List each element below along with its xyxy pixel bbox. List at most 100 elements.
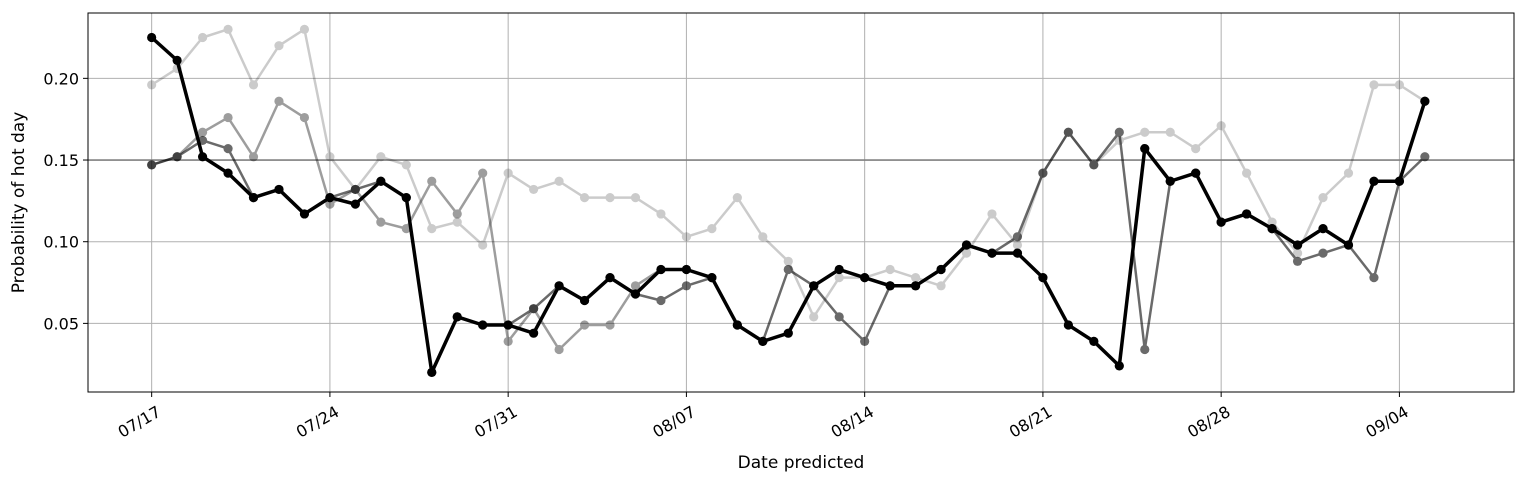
data-point	[1420, 152, 1430, 162]
data-point	[630, 281, 641, 291]
data-point	[1267, 217, 1277, 227]
data-point	[656, 209, 666, 219]
data-point	[1012, 248, 1023, 258]
data-point	[1318, 248, 1328, 258]
data-point	[223, 143, 233, 154]
data-point	[529, 184, 539, 195]
x-tick-label: 08/07	[649, 402, 698, 442]
data-point	[427, 176, 437, 186]
data-point	[1343, 240, 1354, 250]
data-point	[529, 328, 539, 338]
data-point	[197, 152, 208, 162]
data-point	[1292, 240, 1303, 250]
data-point	[834, 264, 844, 275]
data-point	[1343, 168, 1354, 178]
data-point	[1216, 121, 1226, 131]
data-point	[1318, 224, 1328, 234]
x-tick-label: 07/31	[471, 402, 520, 442]
data-point	[427, 224, 437, 234]
y-tick-label: 0.15	[43, 151, 79, 170]
data-point	[299, 24, 310, 34]
grid	[88, 13, 1514, 392]
data-point	[223, 24, 233, 34]
data-point	[783, 264, 793, 275]
data-point	[910, 273, 921, 283]
data-point	[1369, 80, 1379, 90]
data-point	[885, 281, 895, 291]
data-point	[1038, 273, 1048, 283]
data-point	[197, 127, 208, 137]
data-point	[630, 289, 641, 299]
data-point	[1292, 248, 1303, 258]
data-point	[478, 168, 488, 178]
data-point	[681, 264, 692, 275]
data-point	[248, 80, 259, 90]
data-point	[1038, 168, 1048, 178]
x-axis-label: Date predicted	[738, 453, 865, 473]
data-point	[478, 320, 488, 330]
data-point	[503, 320, 513, 330]
series-line	[151, 99, 1427, 368]
data-point	[147, 160, 157, 170]
data-point	[1191, 168, 1201, 178]
data-point	[860, 273, 870, 283]
data-point	[325, 152, 335, 162]
data-point	[401, 224, 411, 234]
plot-frame	[87, 12, 1515, 393]
data-point	[1267, 224, 1277, 234]
x-tick-label: 08/21	[1006, 402, 1055, 442]
data-point	[1089, 160, 1099, 170]
data-point	[452, 312, 462, 322]
data-point	[1114, 127, 1124, 137]
data-point	[299, 112, 310, 123]
data-point	[274, 41, 284, 51]
data-point	[427, 367, 437, 377]
data-point	[1140, 344, 1150, 355]
data-point	[961, 240, 972, 250]
y-axis: 0.05 0.10 0.15 0.20	[43, 69, 88, 333]
data-point	[452, 209, 462, 219]
x-tick-label: 08/28	[1184, 402, 1233, 442]
data-point	[1140, 127, 1150, 137]
data-point	[1140, 143, 1150, 154]
data-point	[376, 152, 386, 162]
data-point	[503, 168, 513, 178]
data-point	[1012, 232, 1023, 242]
x-tick-label: 07/24	[293, 402, 342, 442]
data-point	[961, 248, 972, 258]
data-point	[1063, 320, 1073, 330]
data-point	[732, 192, 742, 203]
data-point	[1089, 336, 1099, 346]
data-point	[376, 217, 386, 227]
data-point	[223, 168, 233, 178]
series-layer	[147, 24, 1430, 377]
data-point	[605, 320, 615, 330]
data-point	[987, 209, 997, 219]
data-point	[1394, 176, 1405, 186]
data-point	[1012, 240, 1023, 250]
data-point	[1191, 143, 1201, 154]
data-point	[172, 152, 182, 162]
data-point	[936, 281, 946, 291]
data-point	[809, 281, 819, 291]
data-point	[1318, 192, 1328, 203]
data-point	[605, 192, 615, 203]
data-point	[783, 328, 793, 338]
data-point	[147, 32, 157, 43]
data-point	[783, 256, 793, 266]
data-point	[579, 320, 590, 330]
data-point	[554, 281, 564, 291]
data-point	[834, 312, 844, 322]
data-point	[325, 199, 335, 209]
data-point	[1292, 256, 1303, 266]
data-point	[910, 281, 921, 291]
y-tick-label: 0.10	[43, 233, 79, 252]
data-point	[1063, 127, 1073, 137]
data-point	[579, 192, 590, 203]
data-point	[529, 304, 539, 314]
data-point	[1242, 209, 1252, 219]
data-point	[987, 248, 997, 258]
data-point	[274, 184, 284, 195]
data-point	[1165, 176, 1175, 186]
data-point	[197, 32, 208, 43]
